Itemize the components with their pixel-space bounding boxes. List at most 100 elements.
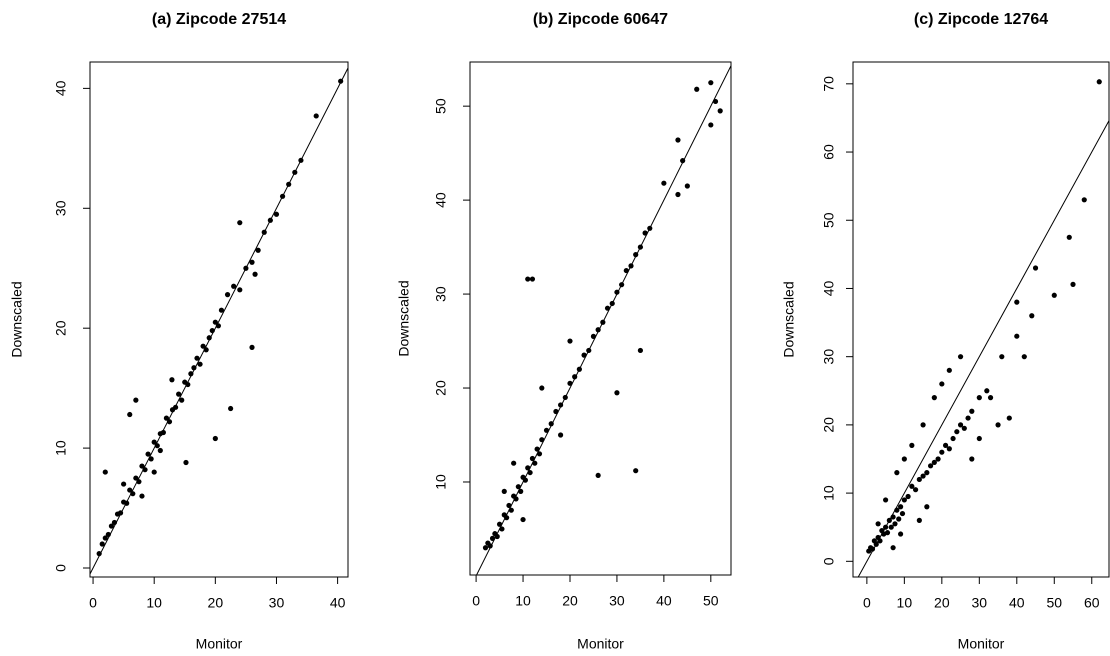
point: [892, 521, 898, 527]
point: [130, 491, 136, 497]
x-tick-label: 10: [146, 595, 162, 611]
point: [869, 546, 876, 552]
x-tick-label: 20: [562, 593, 578, 609]
point: [890, 514, 896, 520]
point: [909, 483, 915, 489]
y-tick-label: 40: [821, 280, 837, 296]
point: [898, 531, 904, 537]
point: [520, 516, 526, 523]
point: [522, 477, 528, 483]
point: [898, 504, 904, 510]
point: [1032, 265, 1039, 271]
point: [976, 395, 982, 401]
point: [1029, 313, 1035, 319]
point: [708, 122, 714, 128]
point: [942, 442, 949, 448]
y-axis-label: Downscaled: [781, 281, 797, 357]
point: [529, 455, 536, 462]
point: [567, 338, 573, 344]
point: [1051, 292, 1057, 298]
point: [553, 408, 559, 415]
point: [614, 390, 620, 396]
point: [976, 435, 982, 442]
point: [166, 419, 173, 425]
y-tick-label: 10: [433, 474, 449, 490]
x-tick-label: 30: [269, 595, 285, 611]
x-tick-label: 0: [863, 595, 871, 611]
point: [548, 421, 554, 427]
point: [206, 335, 212, 341]
point: [924, 504, 930, 510]
point: [614, 289, 620, 295]
point: [562, 394, 568, 401]
point: [661, 180, 667, 186]
point: [680, 158, 686, 164]
x-tick-label: 0: [89, 595, 97, 611]
chart-title: (b) Zipcode 60647: [533, 11, 668, 28]
point: [1014, 299, 1020, 305]
point: [145, 451, 151, 457]
y-tick-label: 10: [821, 485, 837, 501]
point: [139, 463, 145, 469]
point: [637, 347, 644, 354]
point: [224, 292, 231, 298]
point: [504, 515, 510, 521]
reference-line: [476, 65, 731, 575]
point: [133, 397, 139, 403]
y-tick-label: 50: [821, 212, 837, 228]
x-axis-label: Monitor: [196, 636, 243, 652]
point: [886, 517, 892, 523]
x-tick-label: 10: [515, 593, 531, 609]
point: [121, 481, 127, 487]
x-tick-label: 30: [609, 593, 625, 609]
point: [916, 517, 922, 523]
point: [595, 327, 601, 333]
point: [249, 259, 255, 265]
x-tick-label: 60: [1084, 595, 1100, 611]
point: [935, 456, 941, 462]
point: [924, 470, 930, 476]
point: [1070, 281, 1076, 287]
point: [511, 460, 517, 466]
point: [539, 437, 545, 443]
point: [489, 535, 496, 541]
point: [163, 415, 170, 421]
point: [286, 181, 292, 187]
point: [172, 404, 179, 410]
y-axis-label: Downscaled: [9, 281, 25, 357]
point: [261, 229, 267, 235]
point: [623, 267, 629, 274]
point: [590, 333, 597, 339]
point: [231, 283, 237, 289]
point: [600, 319, 606, 325]
point: [877, 538, 883, 544]
point: [927, 463, 934, 469]
point: [1096, 79, 1102, 85]
point: [595, 472, 601, 479]
point: [896, 516, 902, 522]
point: [633, 252, 639, 258]
point: [675, 191, 681, 198]
point: [108, 523, 114, 529]
point: [513, 496, 519, 502]
point: [212, 435, 218, 442]
point: [572, 374, 578, 380]
point: [267, 217, 273, 223]
point: [984, 388, 990, 394]
point: [708, 80, 714, 86]
point: [920, 422, 926, 428]
point: [619, 282, 625, 288]
point: [124, 500, 130, 506]
point: [279, 193, 286, 199]
point: [527, 469, 533, 476]
point: [946, 367, 952, 373]
point: [999, 354, 1005, 360]
point: [117, 510, 124, 516]
point: [954, 429, 960, 435]
y-tick-label: 50: [433, 98, 449, 114]
point: [102, 535, 108, 541]
point: [157, 447, 163, 454]
point: [191, 365, 197, 371]
x-tick-label: 20: [934, 595, 950, 611]
